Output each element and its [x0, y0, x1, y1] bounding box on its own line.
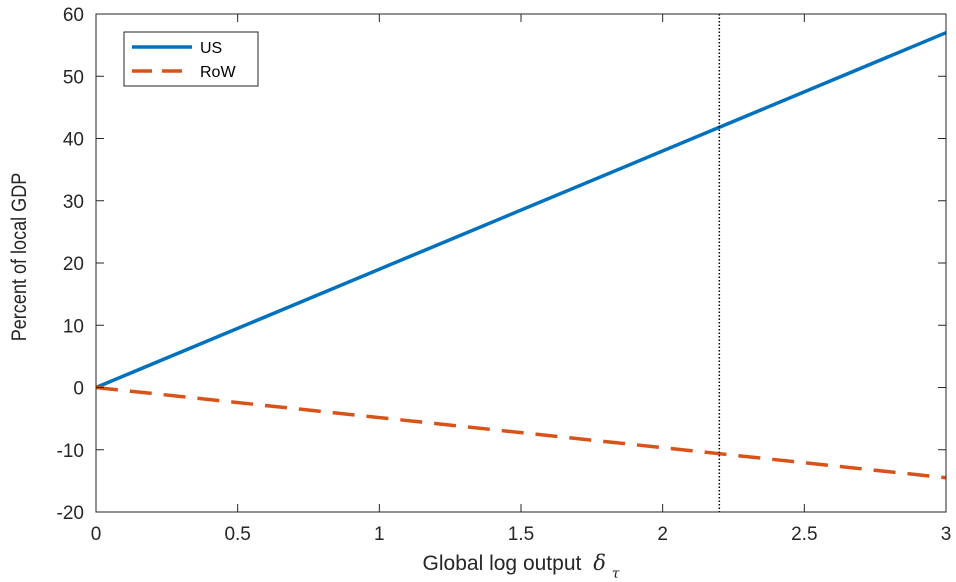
x-tick-label: 2 [657, 524, 668, 545]
x-tick-label: 3 [941, 524, 952, 545]
y-tick-label: 30 [63, 192, 84, 213]
series-layer [95, 31, 947, 480]
y-tick-label: 0 [73, 379, 84, 400]
y-tick-label: 40 [63, 130, 84, 151]
series-line-row [95, 385, 947, 480]
legend-label-us: US [200, 40, 222, 57]
x-axis-label-text: Global log output [423, 552, 582, 575]
x-tick-label: 0.5 [224, 524, 250, 545]
x-axis-label: Global log output δ τ [423, 551, 620, 582]
y-tick-label: 20 [63, 254, 84, 275]
y-tick-label: 50 [63, 67, 84, 88]
y-tick-labels: -20 -10 0 10 20 30 40 50 60 [57, 5, 84, 524]
series-line-us [95, 31, 947, 390]
legend: US RoW [123, 31, 259, 87]
x-tick-label: 1.5 [508, 524, 534, 545]
x-tick-label: 1 [374, 524, 385, 545]
legend-box [123, 31, 259, 87]
y-tick-label: 10 [63, 316, 84, 337]
x-axis-label-subscript: τ [612, 566, 620, 582]
x-axis-label-symbol: δ [593, 551, 606, 575]
y-tick-label: -20 [57, 503, 84, 524]
y-tick-label: -10 [57, 441, 84, 462]
legend-label-row: RoW [200, 64, 236, 81]
x-tick-label: 0 [91, 524, 102, 545]
y-tick-label: 60 [63, 5, 84, 26]
x-tick-label: 2.5 [791, 524, 817, 545]
plot-area [96, 14, 946, 512]
y-axis-label: Percent of local GDP [8, 173, 32, 342]
x-tick-labels: 0 0.5 1 1.5 2 2.5 3 [91, 524, 952, 545]
plot-frame [95, 13, 947, 513]
